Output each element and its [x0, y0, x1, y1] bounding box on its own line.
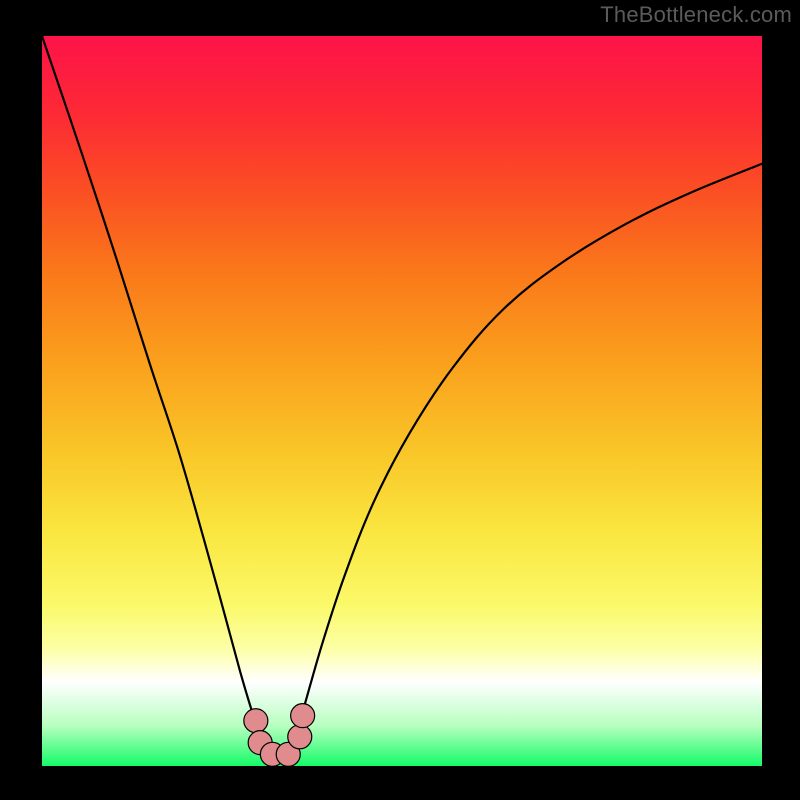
- plot-background: [42, 36, 762, 766]
- marker-dot: [244, 709, 268, 733]
- marker-dot: [288, 725, 312, 749]
- marker-dot: [291, 704, 315, 728]
- watermark-text: TheBottleneck.com: [600, 2, 792, 28]
- bottleneck-curve-chart: [0, 0, 800, 800]
- chart-root: TheBottleneck.com: [0, 0, 800, 800]
